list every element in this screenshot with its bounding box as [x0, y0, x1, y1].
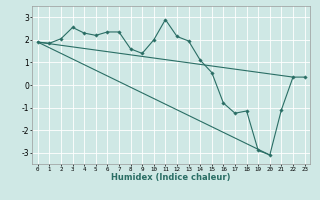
X-axis label: Humidex (Indice chaleur): Humidex (Indice chaleur): [111, 173, 231, 182]
